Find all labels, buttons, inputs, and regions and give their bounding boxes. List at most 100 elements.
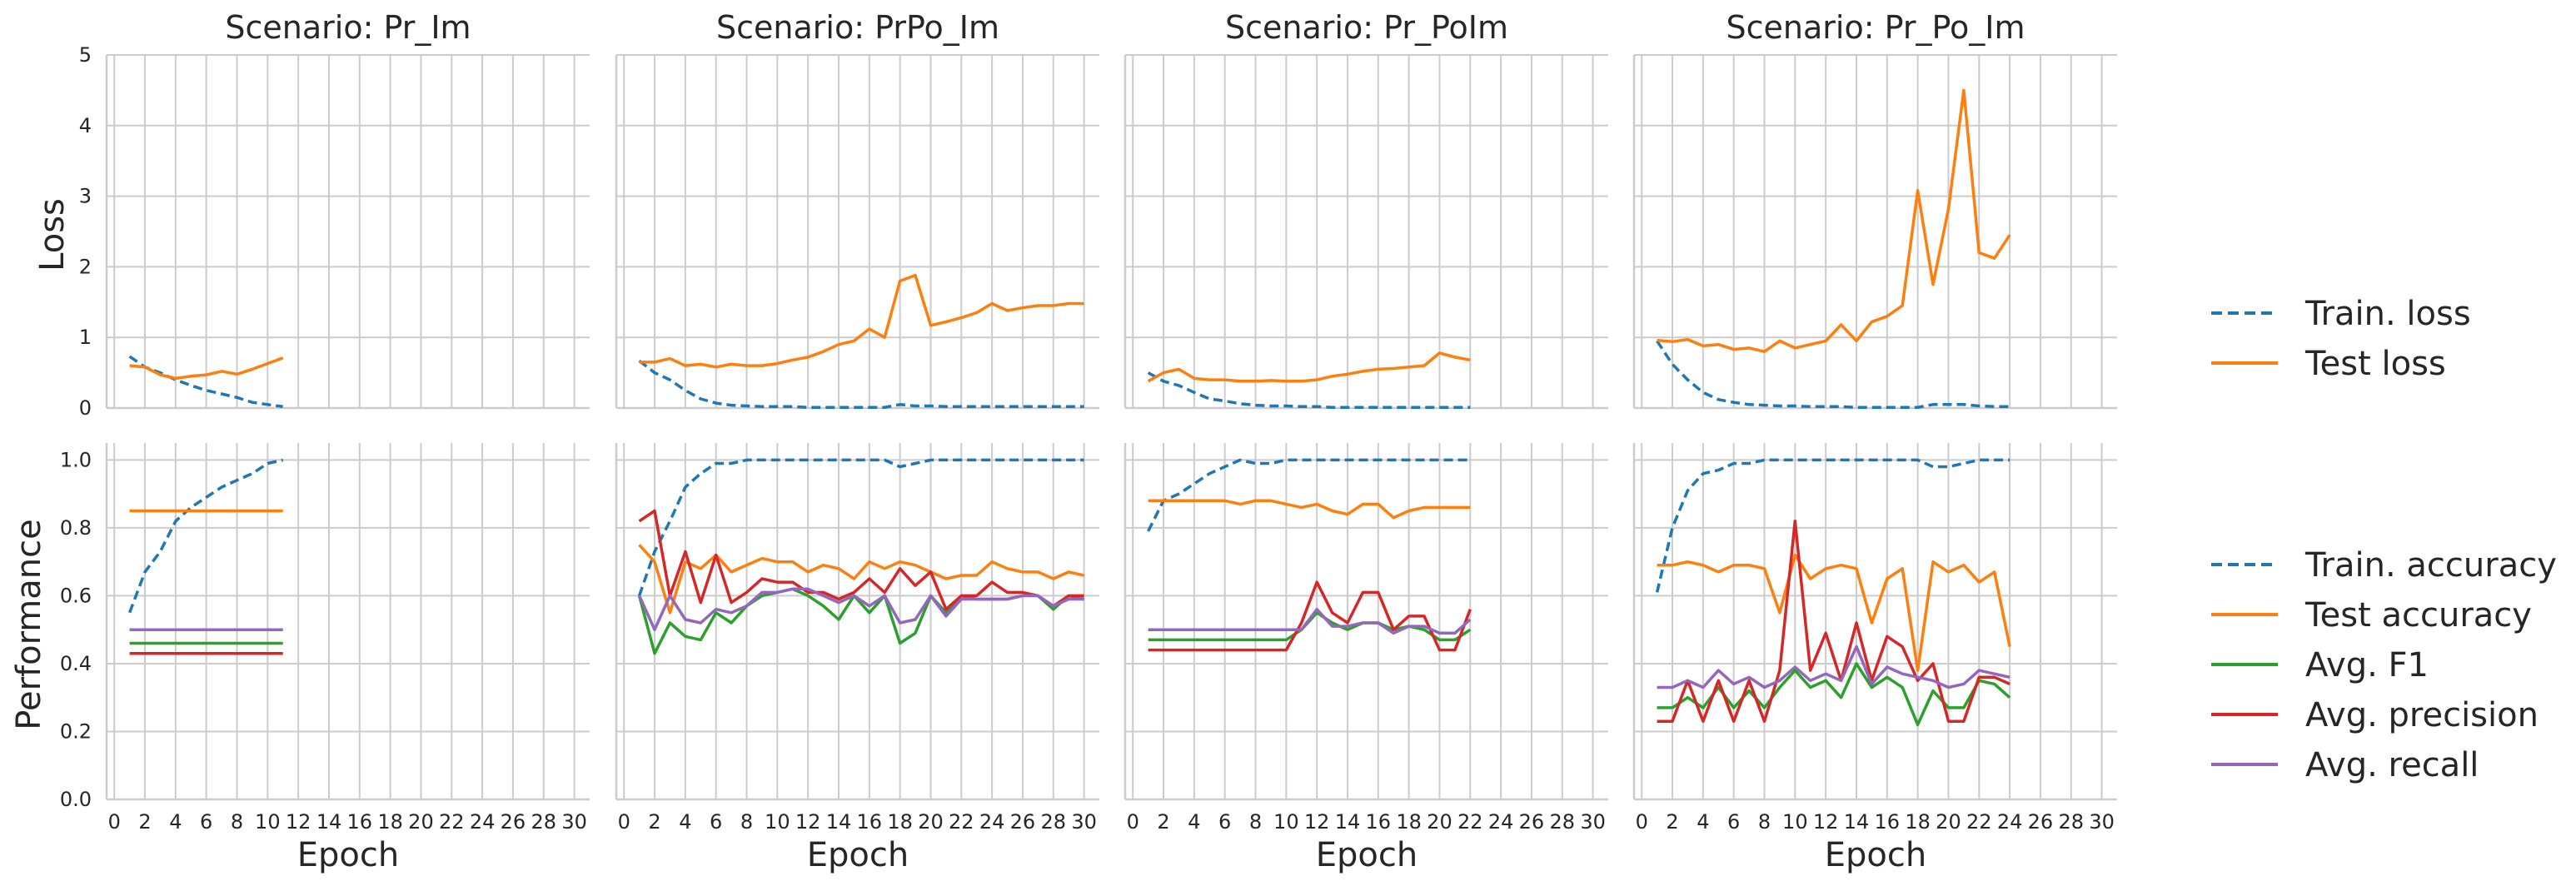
x-tick-label: 22 <box>1966 810 1992 834</box>
series-line-f1-2 <box>637 587 1084 655</box>
y-axis-label-loss: Loss <box>33 198 72 271</box>
series-line-train-acc-2 <box>637 458 1084 596</box>
y-tick-label: 4 <box>79 114 92 137</box>
x-tick-label: 24 <box>1488 810 1514 834</box>
x-tick-label: 2 <box>138 810 151 834</box>
x-tick-label: 12 <box>286 810 311 834</box>
x-tick-label: 20 <box>1936 810 1961 834</box>
x-tick-label: 26 <box>1519 810 1545 834</box>
x-tick-label: 26 <box>2028 810 2054 834</box>
series-line-test-acc-4 <box>1657 553 2011 672</box>
x-axis-label: Epoch <box>1825 836 1926 874</box>
series-line-recall-3 <box>1148 607 1472 635</box>
x-tick-label: 22 <box>439 810 465 834</box>
loss-axes-1: 0 1 2 3 4 5 <box>79 43 590 420</box>
performance-axes-2 <box>615 443 1099 801</box>
x-tick-label: 2 <box>1157 810 1169 834</box>
x-tick-label: 10 <box>1782 810 1808 834</box>
series-line-test-acc-3 <box>1148 499 1471 520</box>
x-tick-label: 24 <box>979 810 1005 834</box>
series-line-test-3 <box>1147 351 1471 383</box>
y-tick-label: 1.0 <box>60 448 92 471</box>
y-tick-label: 0 <box>79 396 92 420</box>
panel-title-1: Scenario: Pr_Im <box>225 9 471 46</box>
x-tick-label: 6 <box>710 810 722 834</box>
x-tick-label: 30 <box>561 810 587 834</box>
x-tick-label: 10 <box>255 810 281 834</box>
x-tick-label: 0 <box>1127 810 1139 834</box>
y-tick-label: 3 <box>79 185 92 208</box>
series-line-train-acc-4 <box>1655 458 2010 593</box>
legend: Train. loss Test loss Train. accuracy Test … <box>2211 295 2557 784</box>
series-line-test-acc-2 <box>638 544 1084 615</box>
x-tick-label: 14 <box>1335 810 1361 834</box>
x-tick-label: 30 <box>2089 810 2115 834</box>
y-tick-label: 0.0 <box>60 788 92 811</box>
series-line-f1-4 <box>1657 662 2011 727</box>
x-tick-label: 12 <box>1304 810 1330 834</box>
loss-axes-3 <box>1124 54 1608 410</box>
x-tick-label: 10 <box>1273 810 1299 834</box>
x-axis-label: Epoch <box>297 836 399 874</box>
x-tick-label: 4 <box>169 810 182 834</box>
series-line-test-2 <box>639 273 1084 369</box>
x-tick-label: 0 <box>108 810 121 834</box>
x-tick-label: 12 <box>795 810 821 834</box>
series-line-precision-3 <box>1148 580 1472 652</box>
x-tick-label: 2 <box>1666 810 1678 834</box>
y-axis-label-performance: Performance <box>10 519 48 729</box>
performance-axes-3 <box>1124 443 1608 801</box>
x-tick-label: 28 <box>1040 810 1066 834</box>
x-tick-label: 8 <box>740 810 753 834</box>
x-tick-label: 20 <box>1427 810 1452 834</box>
x-axis-label: Epoch <box>807 836 909 874</box>
x-tick-label: 20 <box>918 810 944 834</box>
x-tick-label: 28 <box>1549 810 1575 834</box>
legend-label: Test loss <box>2304 345 2446 383</box>
performance-axes-1: 0.0 0.2 0.4 0.6 0.8 1.0 <box>60 443 590 811</box>
x-tick-label: 22 <box>1457 810 1483 834</box>
x-tick-label: 20 <box>408 810 434 834</box>
series-line-train-3 <box>1147 371 1471 409</box>
loss-axes-4 <box>1632 54 2117 410</box>
series-line-recall-4 <box>1657 645 2010 689</box>
series-line-train-acc-1 <box>127 458 284 614</box>
legend-label: Avg. F1 <box>2305 646 2429 684</box>
x-tick-label: 28 <box>2058 810 2084 834</box>
x-tick-label: 24 <box>470 810 496 834</box>
x-tick-label: 18 <box>377 810 403 834</box>
x-tick-label: 4 <box>1697 810 1709 834</box>
x-tick-label: 16 <box>1366 810 1392 834</box>
x-tick-label: 6 <box>1727 810 1740 834</box>
x-tick-label: 12 <box>1813 810 1839 834</box>
series-line-recall-2 <box>638 587 1084 631</box>
series-line-train-4 <box>1656 340 2010 409</box>
series-line-test-4 <box>1657 88 2011 353</box>
x-tick-label: 18 <box>1905 810 1931 834</box>
x-tick-label: 22 <box>949 810 974 834</box>
x-tick-label: 16 <box>857 810 883 834</box>
x-tick-label: 0 <box>1636 810 1648 834</box>
performance-axes-4 <box>1632 443 2117 801</box>
panel-title-2: Scenario: PrPo_Im <box>716 9 999 46</box>
x-tick-label: 2 <box>648 810 660 834</box>
x-tick-label: 8 <box>1758 810 1771 834</box>
y-tick-label: 0.4 <box>60 652 92 675</box>
x-tick-label: 6 <box>1218 810 1231 834</box>
legend-performance: Train. accuracy Test accuracy Avg. F1 Avg. … <box>2211 546 2557 784</box>
x-tick-label: 6 <box>200 810 212 834</box>
legend-label: Train. loss <box>2304 295 2471 333</box>
legend-label: Test accuracy <box>2304 596 2532 635</box>
x-tick-label: 0 <box>618 810 630 834</box>
plot-area: Scenario: Pr_Im0123450.00.20.40.60.81.00… <box>60 9 2117 874</box>
x-tick-label: 26 <box>501 810 526 834</box>
x-tick-label: 4 <box>1188 810 1200 834</box>
panel-title-4: Scenario: Pr_Po_Im <box>1726 9 2025 46</box>
x-tick-label: 8 <box>1249 810 1262 834</box>
series-line-train-2 <box>638 359 1084 409</box>
panel-title-3: Scenario: Pr_PoIm <box>1225 9 1508 46</box>
series-line-precision-4 <box>1657 520 2010 723</box>
y-tick-label: 0.8 <box>60 516 92 540</box>
x-tick-label: 16 <box>1875 810 1901 834</box>
